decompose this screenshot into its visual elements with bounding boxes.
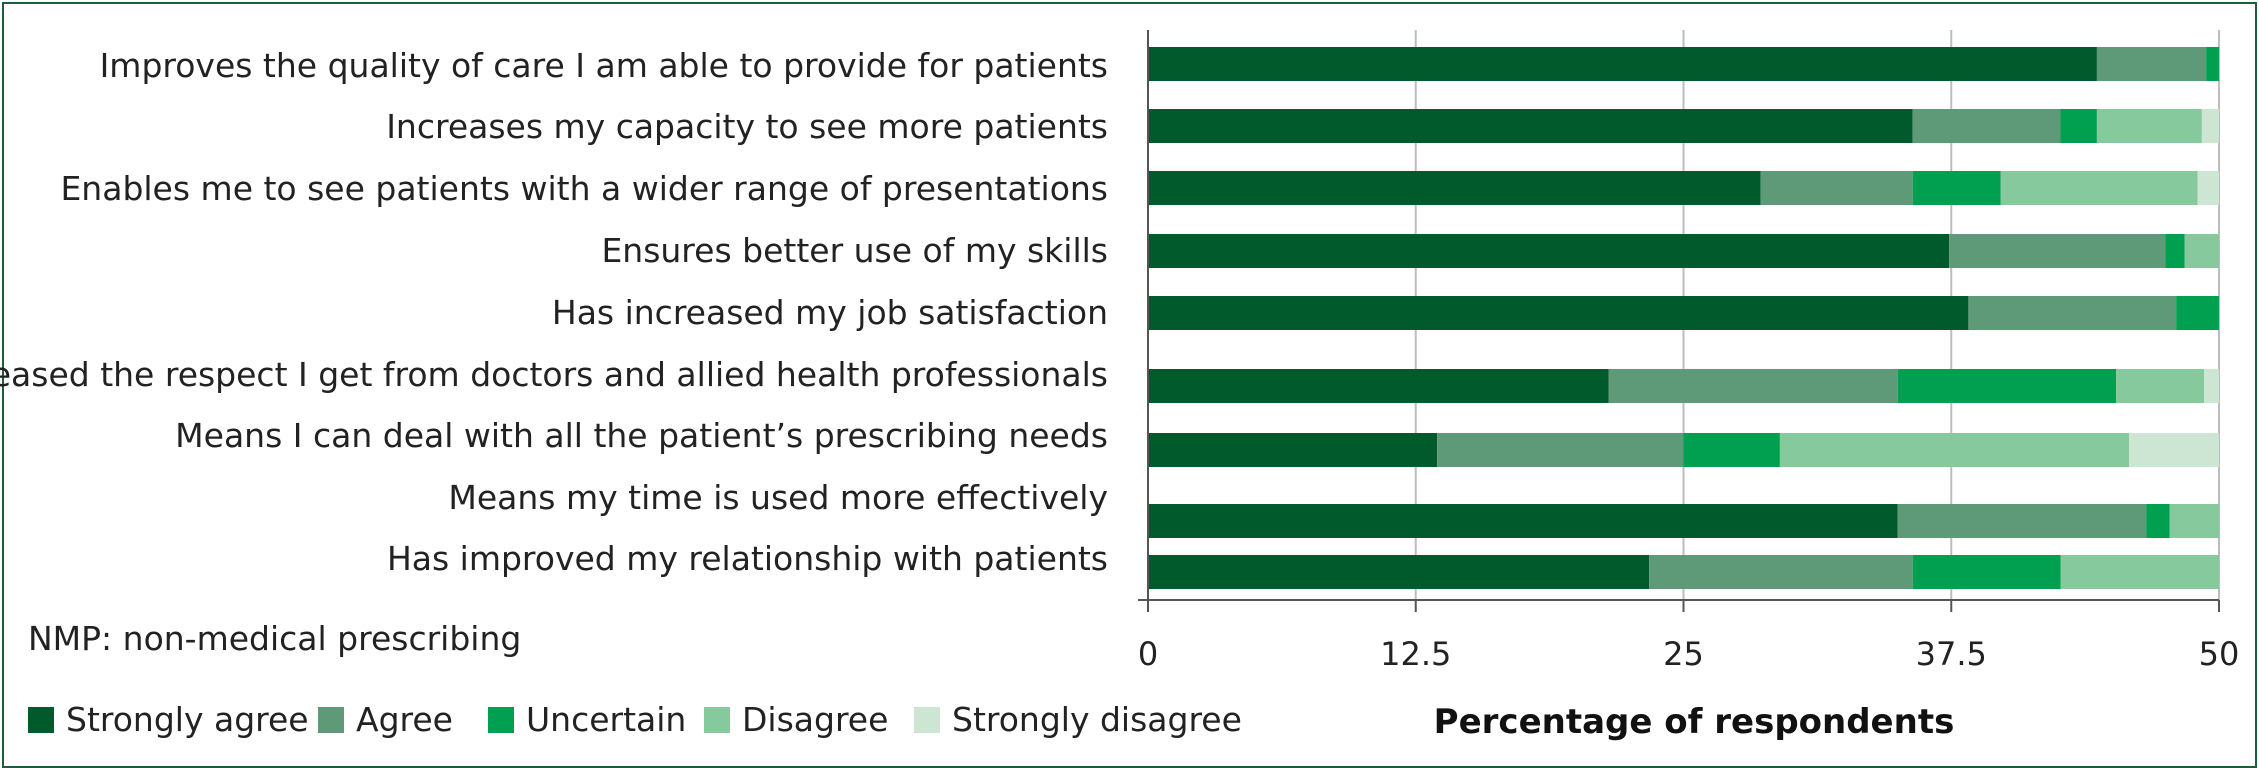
bar-6-strongly-disagree — [2204, 369, 2219, 403]
bar-8-uncertain — [2146, 504, 2170, 538]
bars — [1148, 47, 2219, 589]
bar-7-strongly-disagree — [2129, 433, 2219, 467]
x-tick-labels: 0 12.5 25 37.5 50 — [1138, 635, 2240, 673]
bar-9-agree — [1649, 555, 1913, 589]
category-label: Means I can deal with all the patient’s … — [175, 416, 1108, 455]
bar-3-disagree — [2000, 171, 2198, 205]
bar-4-uncertain — [2165, 234, 2185, 268]
category-label: Increased the respect I get from doctors… — [0, 355, 1108, 394]
bar-3-strongly-agree — [1148, 171, 1761, 205]
legend-label: Strongly agree — [66, 700, 309, 739]
category-label: Has improved my relationship with patien… — [387, 539, 1108, 578]
footnote: NMP: non-medical prescribing — [28, 619, 521, 658]
bar-2-disagree — [2096, 109, 2202, 143]
legend-label: Strongly disagree — [952, 700, 1242, 739]
legend-swatch-agree — [318, 707, 344, 733]
bar-1-strongly-agree — [1148, 47, 2097, 81]
category-label: Increases my capacity to see more patien… — [386, 107, 1108, 146]
bar-5-uncertain — [2176, 296, 2219, 330]
bar-3-uncertain — [1912, 171, 2001, 205]
legend-label: Disagree — [742, 700, 888, 739]
bar-6-agree — [1608, 369, 1898, 403]
bar-2-strongly-disagree — [2201, 109, 2219, 143]
bar-2-strongly-agree — [1148, 109, 1913, 143]
bar-1-agree — [2096, 47, 2207, 81]
legend-label: Uncertain — [526, 700, 686, 739]
bar-5-agree — [1968, 296, 2177, 330]
bar-8-strongly-agree — [1148, 504, 1898, 538]
category-label: Means my time is used more effectively — [448, 478, 1108, 517]
legend-swatch-disagree — [704, 707, 730, 733]
category-label: Improves the quality of care I am able t… — [100, 46, 1108, 85]
category-labels: Improves the quality of care I am able t… — [0, 46, 1108, 578]
bar-7-strongly-agree — [1148, 433, 1438, 467]
bar-9-disagree — [2060, 555, 2219, 589]
bar-8-disagree — [2169, 504, 2219, 538]
bar-7-agree — [1437, 433, 1684, 467]
x-tick-label: 37.5 — [1916, 635, 1987, 673]
bar-5-strongly-agree — [1148, 296, 1969, 330]
bar-4-agree — [1949, 234, 2166, 268]
bar-4-disagree — [2184, 234, 2219, 268]
bar-3-agree — [1760, 171, 1913, 205]
bar-4-strongly-agree — [1148, 234, 1950, 268]
bar-6-uncertain — [1897, 369, 2117, 403]
bar-6-disagree — [2116, 369, 2205, 403]
bar-8-agree — [1897, 504, 2147, 538]
category-label: Has increased my job satisfaction — [552, 293, 1108, 332]
bar-1-uncertain — [2206, 47, 2219, 81]
category-label: Enables me to see patients with a wider … — [60, 169, 1108, 208]
x-tick-label: 12.5 — [1380, 635, 1451, 673]
legend-label: Agree — [356, 700, 453, 739]
legend-swatch-strongly-agree — [28, 707, 54, 733]
bar-2-uncertain — [2060, 109, 2097, 143]
legend: Strongly agree Agree Uncertain Disagree Stro… — [28, 700, 1242, 739]
bar-9-uncertain — [1912, 555, 2061, 589]
legend-swatch-uncertain — [488, 707, 514, 733]
bar-9-strongly-agree — [1148, 555, 1650, 589]
bar-2-agree — [1912, 109, 2061, 143]
x-tick-label: 25 — [1663, 635, 1704, 673]
legend-swatch-strongly-disagree — [914, 707, 940, 733]
bar-3-strongly-disagree — [2197, 171, 2219, 205]
category-label: Ensures better use of my skills — [601, 231, 1108, 270]
bar-6-strongly-agree — [1148, 369, 1609, 403]
bar-7-uncertain — [1683, 433, 1780, 467]
x-tick-label: 50 — [2199, 635, 2240, 673]
axes — [1138, 30, 2220, 612]
x-tick-label: 0 — [1138, 635, 1158, 673]
x-axis-label: Percentage of respondents — [1434, 702, 1955, 742]
bar-7-disagree — [1779, 433, 2130, 467]
